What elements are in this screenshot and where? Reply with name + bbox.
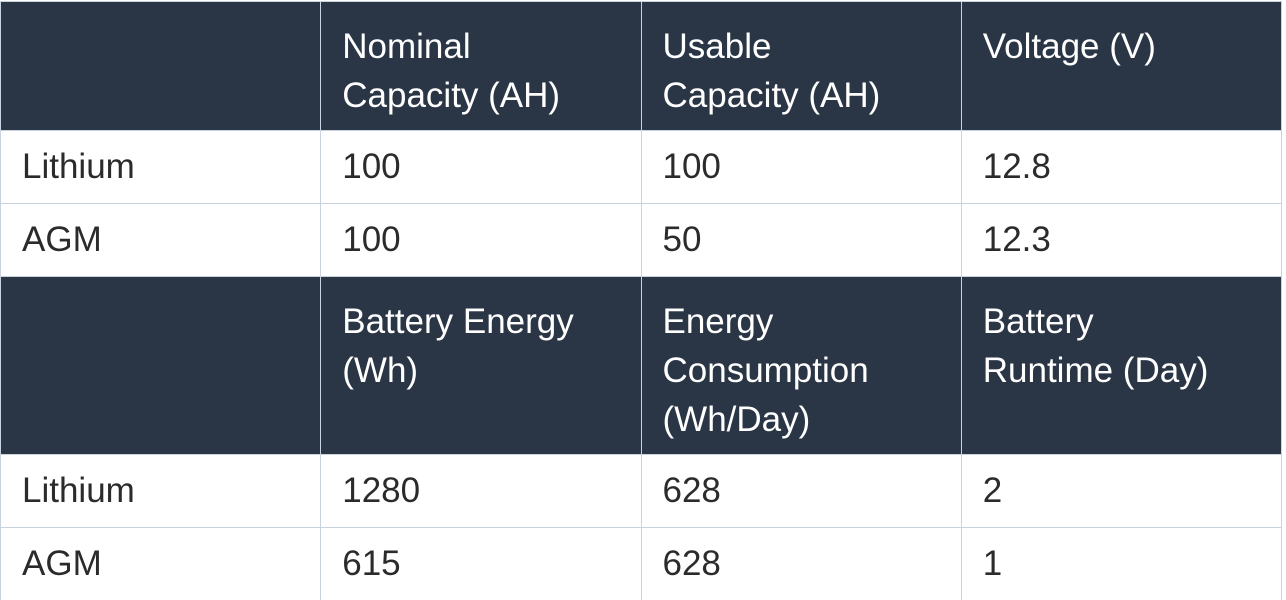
header-cell: Energy Consumption (Wh/Day) (640, 276, 962, 455)
header-text: Battery (982, 302, 1094, 341)
header-text: Runtime (Day) (982, 351, 1209, 390)
row-label: AGM (0, 203, 322, 277)
header-cell: Usable Capacity (AH) (640, 1, 962, 131)
header-cell: Nominal Capacity (AH) (320, 1, 642, 131)
row-label: AGM (0, 527, 322, 600)
data-cell: 12.3 (960, 203, 1283, 277)
header-text: Energy (662, 302, 774, 341)
header-cell (0, 276, 322, 455)
header-text: Nominal (342, 27, 471, 66)
header-row: Battery Energy (Wh) Energy Consumption (Wh/D… (0, 276, 1283, 455)
data-cell: 615 (320, 527, 642, 600)
header-text: Capacity (AH) (342, 76, 561, 115)
header-cell: Battery Energy (Wh) (320, 276, 642, 455)
header-text: Capacity (AH) (662, 76, 881, 115)
data-cell: 628 (640, 454, 962, 528)
data-cell: 100 (320, 203, 642, 277)
data-row: Lithium 1280 628 2 (0, 454, 1283, 528)
data-cell: 100 (320, 130, 642, 204)
header-text: Consumption (662, 351, 869, 390)
header-cell: Battery Runtime (Day) (960, 276, 1283, 455)
header-row: Nominal Capacity (AH) Usable Capacity (AH) V… (0, 1, 1283, 131)
header-text: Battery Energy (342, 302, 574, 341)
data-row: AGM 615 628 1 (0, 527, 1283, 600)
data-cell: 100 (640, 130, 962, 204)
header-cell (0, 1, 322, 131)
header-cell: Voltage (V) (960, 1, 1283, 131)
data-row: AGM 100 50 12.3 (0, 203, 1283, 277)
data-cell: 1280 (320, 454, 642, 528)
data-cell: 628 (640, 527, 962, 600)
row-label: Lithium (0, 454, 322, 528)
data-row: Lithium 100 100 12.8 (0, 130, 1283, 204)
header-text: (Wh) (342, 351, 419, 390)
header-text: (Wh/Day) (662, 400, 811, 439)
data-cell: 1 (960, 527, 1283, 600)
row-label: Lithium (0, 130, 322, 204)
data-cell: 12.8 (960, 130, 1283, 204)
data-cell: 50 (640, 203, 962, 277)
data-cell: 2 (960, 454, 1283, 528)
header-text: Voltage (V) (982, 27, 1156, 66)
header-text: Usable (662, 27, 772, 66)
